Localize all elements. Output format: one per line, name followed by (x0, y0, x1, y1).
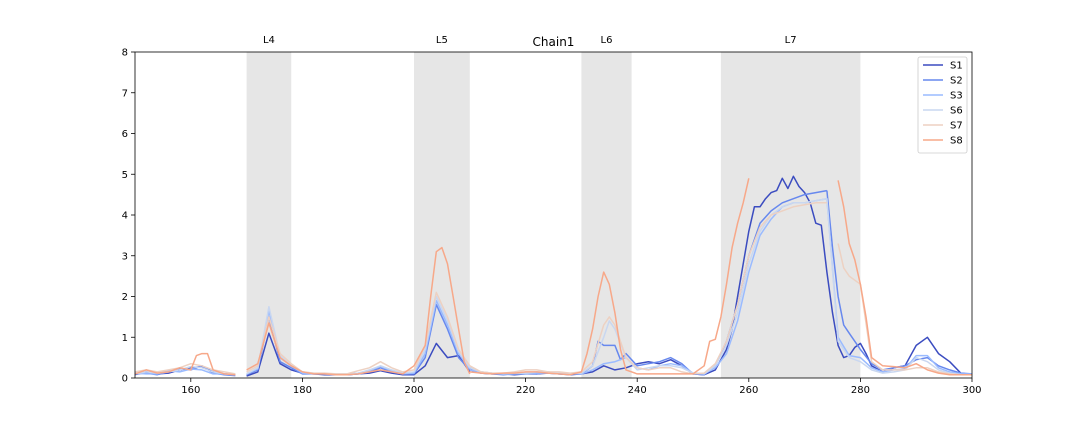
x-tick-label: 200 (404, 385, 423, 396)
series-line-s8-seg1 (246, 246, 471, 376)
y-tick-label: 2 (122, 292, 128, 303)
y-tick-label: 8 (122, 48, 128, 59)
legend-box (917, 56, 968, 154)
region-label-l7: L7 (785, 35, 797, 46)
x-tick-label: 180 (293, 385, 312, 396)
series-line-s7-seg1 (246, 291, 471, 375)
series-line-s6-seg1 (246, 295, 471, 375)
region-band-l7 (720, 52, 861, 378)
y-tick-label: 6 (122, 129, 128, 140)
x-tick-label: 220 (516, 385, 535, 396)
series-s8 (134, 178, 972, 376)
series-line-s7-seg2 (469, 202, 827, 375)
x-tick-label: 160 (181, 385, 200, 396)
series-line-s6-seg2 (469, 197, 972, 376)
y-axis: 0 1 2 3 4 5 6 7 8 (122, 48, 135, 385)
x-tick-label: 280 (851, 385, 870, 396)
legend-label-s2: S2 (950, 76, 963, 87)
series-lines (134, 175, 973, 377)
chart-title: Chain1 (533, 35, 575, 49)
x-tick-label: 300 (962, 385, 981, 396)
y-tick-label: 0 (122, 374, 128, 385)
legend-label-s3: S3 (950, 91, 963, 102)
y-tick-label: 3 (122, 251, 128, 262)
region-label-l6: L6 (601, 35, 613, 46)
y-tick-label: 5 (122, 170, 128, 181)
highlight-regions: L4 L5 L6 L7 (246, 35, 861, 378)
series-line-s7-seg3 (837, 243, 972, 376)
region-label-l4: L4 (263, 35, 275, 46)
series-line-s8-seg3 (837, 180, 972, 376)
y-tick-label: 1 (122, 333, 128, 344)
region-label-l5: L5 (436, 35, 448, 46)
x-tick-label: 240 (628, 385, 647, 396)
region-band-l6 (581, 52, 632, 378)
series-line-s8-seg0 (134, 352, 236, 376)
region-band-l4 (246, 52, 292, 378)
y-tick-label: 7 (122, 88, 128, 99)
legend: S1 S2 S3 S6 S7 S8 (917, 56, 968, 154)
region-band-l5 (414, 52, 470, 378)
legend-label-s7: S7 (950, 121, 963, 132)
legend-label-s1: S1 (950, 61, 963, 72)
x-tick-label: 260 (739, 385, 758, 396)
y-tick-label: 4 (122, 211, 128, 222)
series-line-s3-seg0 (134, 368, 236, 376)
x-axis: 160 180 200 220 240 260 280 300 (181, 378, 982, 396)
series-line-s8-seg2 (469, 178, 750, 376)
legend-label-s6: S6 (950, 106, 963, 117)
legend-label-s8: S8 (950, 136, 963, 147)
